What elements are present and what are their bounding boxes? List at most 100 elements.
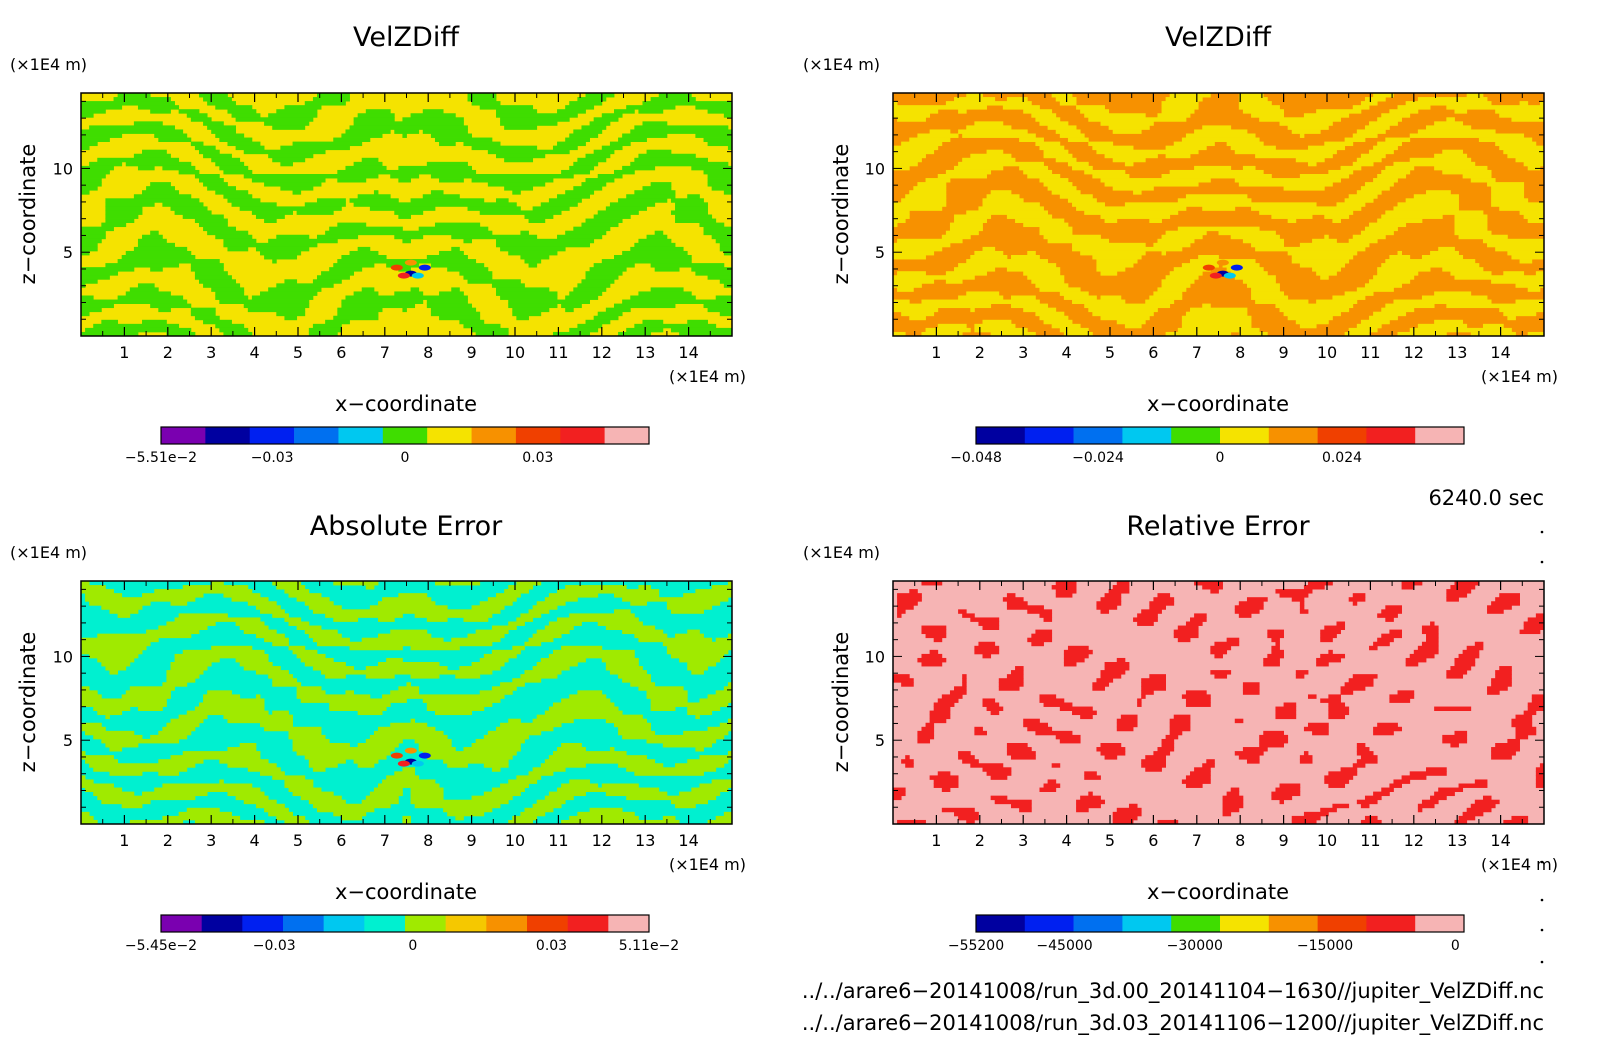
field-cell bbox=[917, 182, 947, 187]
field-cell bbox=[166, 670, 204, 675]
field-cell bbox=[1385, 617, 1394, 622]
field-cell bbox=[1474, 779, 1488, 784]
x-tick-label: 4 bbox=[1062, 343, 1072, 362]
field-cell bbox=[137, 238, 167, 244]
field-cell bbox=[1141, 678, 1166, 683]
field-cell bbox=[1491, 198, 1529, 203]
field-cell bbox=[219, 137, 253, 142]
field-cell bbox=[1373, 145, 1398, 151]
field-cell bbox=[81, 295, 94, 300]
field-cell bbox=[917, 730, 935, 736]
field-cell bbox=[548, 755, 647, 760]
field-cell bbox=[622, 734, 725, 740]
field-cell bbox=[1495, 597, 1520, 602]
field-cell bbox=[548, 621, 582, 626]
field-cell bbox=[933, 779, 959, 784]
colorbar-swatch bbox=[1220, 427, 1270, 444]
field-cell bbox=[1511, 722, 1533, 728]
field-cell bbox=[1308, 145, 1346, 151]
field-cell bbox=[174, 657, 220, 663]
field-cell bbox=[235, 145, 265, 151]
field-cell bbox=[264, 637, 289, 643]
field-cell bbox=[304, 755, 387, 760]
field-cell bbox=[1067, 198, 1097, 203]
field-cell bbox=[1271, 214, 1313, 219]
field-cell bbox=[1450, 271, 1492, 276]
field-cell bbox=[272, 125, 306, 130]
colorbar-swatch bbox=[364, 915, 406, 932]
field-cell bbox=[1454, 109, 1468, 114]
field-cell bbox=[1177, 198, 1252, 203]
field-cell bbox=[487, 730, 542, 736]
field-cell bbox=[215, 291, 245, 296]
field-cell bbox=[1348, 678, 1374, 683]
field-cell bbox=[260, 722, 293, 728]
field-cell bbox=[357, 194, 391, 199]
field-cell bbox=[982, 202, 1040, 207]
field-cell bbox=[1495, 246, 1544, 252]
field-cell bbox=[1161, 101, 1199, 106]
field-cell bbox=[1072, 165, 1093, 171]
field-cell bbox=[970, 153, 1012, 159]
field-cell bbox=[81, 238, 102, 244]
field-cell bbox=[569, 291, 603, 296]
field-cell bbox=[670, 799, 708, 805]
field-cell bbox=[675, 803, 696, 809]
field-cell bbox=[178, 714, 208, 720]
field-cell bbox=[1255, 153, 1333, 159]
field-cell bbox=[1409, 157, 1472, 163]
field-cell bbox=[1393, 779, 1411, 784]
field-cell bbox=[471, 101, 501, 106]
field-cell bbox=[378, 601, 436, 606]
field-cell bbox=[1202, 585, 1223, 590]
field-cell bbox=[1442, 267, 1484, 272]
field-cell bbox=[1421, 295, 1488, 300]
field-cell bbox=[929, 710, 951, 716]
field-cell bbox=[215, 295, 249, 300]
field-cell bbox=[512, 311, 542, 317]
field-cell bbox=[929, 714, 951, 720]
field-cell bbox=[1067, 645, 1089, 651]
field-cell bbox=[569, 815, 639, 821]
y-unit-label: (×1E4 m) bbox=[10, 55, 87, 74]
field-cell bbox=[296, 694, 371, 699]
field-cell bbox=[1539, 763, 1544, 768]
field-cell bbox=[1295, 157, 1325, 163]
field-cell bbox=[459, 666, 501, 671]
field-cell bbox=[81, 230, 106, 236]
field-cell bbox=[512, 678, 542, 683]
field-cell bbox=[1466, 93, 1484, 98]
field-cell bbox=[227, 791, 265, 797]
field-cell bbox=[1360, 153, 1386, 159]
field-cell bbox=[929, 129, 951, 134]
field-cell bbox=[162, 783, 253, 788]
field-cell bbox=[565, 585, 627, 590]
field-cell bbox=[893, 153, 926, 159]
field-cell bbox=[142, 149, 167, 155]
field-cell bbox=[662, 743, 713, 748]
field-cell bbox=[1369, 645, 1378, 651]
field-cell bbox=[1104, 153, 1158, 159]
field-cell bbox=[312, 803, 391, 809]
field-cell bbox=[402, 815, 411, 821]
field-cell bbox=[1491, 202, 1544, 207]
field-cell bbox=[1381, 787, 1394, 792]
field-cell bbox=[1067, 137, 1089, 142]
field-cell bbox=[451, 246, 460, 252]
field-cell bbox=[581, 279, 615, 284]
field-feature bbox=[418, 752, 431, 759]
field-cell bbox=[1023, 718, 1040, 724]
field-cell bbox=[1279, 593, 1309, 598]
field-cell bbox=[117, 295, 184, 300]
field-cell bbox=[1303, 585, 1325, 590]
field-cell bbox=[548, 791, 586, 797]
field-cell bbox=[1251, 206, 1362, 211]
panel-velzdiff-left: VelZDiff (×1E4 m) 1 2 3 4 5 6 7 8 9 10 11 12 13 14510… bbox=[10, 22, 746, 466]
field-cell bbox=[630, 295, 696, 300]
field-cell bbox=[699, 698, 732, 703]
field-cell bbox=[1194, 165, 1232, 171]
field-cell bbox=[1169, 718, 1191, 724]
field-cell bbox=[1369, 149, 1394, 155]
field-cell bbox=[496, 238, 595, 244]
